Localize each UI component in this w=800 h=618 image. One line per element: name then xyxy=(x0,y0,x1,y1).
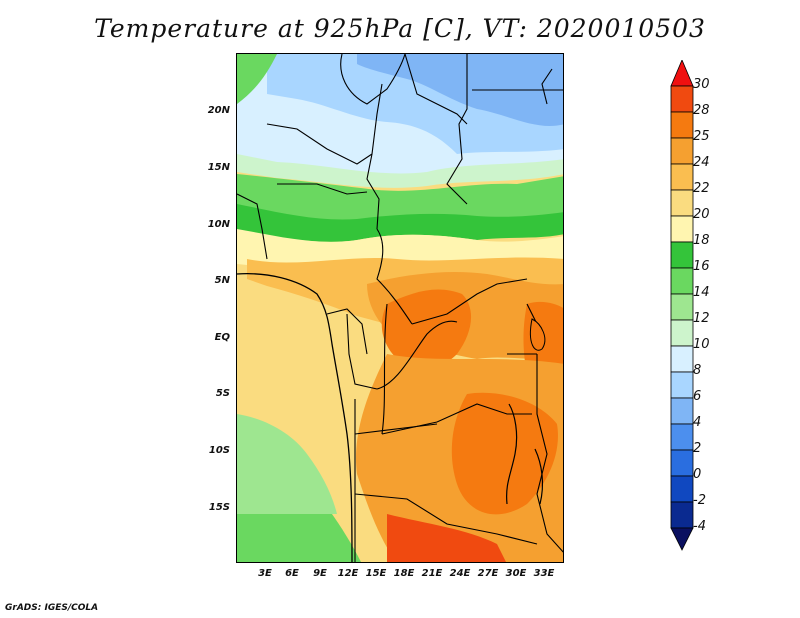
colorbar-swatch xyxy=(670,345,694,373)
colorbar-label: 18 xyxy=(693,233,710,248)
field-hot-south xyxy=(451,392,558,515)
colorbar-top-triangle xyxy=(670,60,694,87)
lake-tanganyika xyxy=(506,403,518,505)
lon-label-21e: 21E xyxy=(421,568,443,579)
temperature-field xyxy=(237,54,563,562)
colorbar-label: 2 xyxy=(693,441,702,456)
map-title: Temperature at 925hPa [C], VT: 202001050… xyxy=(94,14,706,43)
colorbar-swatch xyxy=(670,319,694,347)
lon-label-30e: 30E xyxy=(505,568,527,579)
lat-label-eq: EQ xyxy=(214,332,230,343)
colorbar-swatch xyxy=(670,215,694,243)
colorbar-swatch xyxy=(670,111,694,139)
colorbar-swatch xyxy=(670,137,694,165)
colorbar-label: 16 xyxy=(693,259,710,274)
country-borders xyxy=(237,54,563,562)
colorbar xyxy=(670,60,694,551)
colorbar-swatch xyxy=(670,423,694,451)
colorbar-swatch xyxy=(670,449,694,477)
field-blue xyxy=(357,54,563,126)
lon-label-24e: 24E xyxy=(449,568,471,579)
lon-label-12e: 12E xyxy=(337,568,359,579)
colorbar-label: 22 xyxy=(693,181,710,196)
credit-label: GrADS: IGES/COLA xyxy=(5,603,99,613)
colorbar-swatch xyxy=(670,371,694,399)
colorbar-label: -4 xyxy=(693,519,706,534)
colorbar-label: 4 xyxy=(693,415,702,430)
temperature-map xyxy=(236,53,564,563)
lon-label-33e: 33E xyxy=(533,568,555,579)
lake-malawi xyxy=(534,448,544,505)
colorbar-label: -2 xyxy=(693,493,706,508)
colorbar-swatch xyxy=(670,397,694,425)
colorbar-label: 14 xyxy=(693,285,710,300)
field-lightgreen-southwest xyxy=(237,414,337,514)
colorbar-swatch xyxy=(670,475,694,503)
lon-label-18e: 18E xyxy=(393,568,415,579)
colorbar-label: 6 xyxy=(693,389,702,404)
colorbar-bottom-triangle xyxy=(670,527,694,551)
lat-label-5s: 5S xyxy=(215,388,230,399)
coastline xyxy=(237,273,353,562)
colorbar-label: 20 xyxy=(693,207,710,222)
field-hot-core xyxy=(381,289,472,370)
field-green-nw xyxy=(237,54,277,104)
colorbar-label: 30 xyxy=(693,77,710,92)
colorbar-swatch xyxy=(670,501,694,529)
colorbar-label: 12 xyxy=(693,311,710,326)
lon-label-3e: 3E xyxy=(258,568,272,579)
lat-label-10n: 10N xyxy=(207,219,230,230)
colorbar-swatch xyxy=(670,85,694,113)
field-dark-green-band xyxy=(237,204,563,242)
lat-label-15n: 15N xyxy=(207,162,230,173)
lat-label-5n: 5N xyxy=(214,275,230,286)
colorbar-label: 28 xyxy=(693,103,710,118)
colorbar-label: 10 xyxy=(693,337,710,352)
colorbar-label: 24 xyxy=(693,155,710,170)
lon-label-15e: 15E xyxy=(365,568,387,579)
lat-label-15s: 15S xyxy=(208,502,230,513)
lake-victoria xyxy=(529,318,546,351)
colorbar-swatch xyxy=(670,293,694,321)
colorbar-swatch xyxy=(670,241,694,269)
lat-label-20n: 20N xyxy=(207,105,230,116)
lon-label-6e: 6E xyxy=(285,568,299,579)
colorbar-label: 0 xyxy=(693,467,702,482)
lon-label-27e: 27E xyxy=(477,568,499,579)
colorbar-label: 8 xyxy=(693,363,702,378)
colorbar-swatch xyxy=(670,267,694,295)
field-ocean xyxy=(237,289,322,394)
colorbar-swatch xyxy=(670,163,694,191)
field-hot-southwest xyxy=(387,514,506,562)
lon-label-9e: 9E xyxy=(313,568,327,579)
colorbar-label: 25 xyxy=(693,129,710,144)
colorbar-swatch xyxy=(670,189,694,217)
lat-label-10s: 10S xyxy=(208,445,230,456)
